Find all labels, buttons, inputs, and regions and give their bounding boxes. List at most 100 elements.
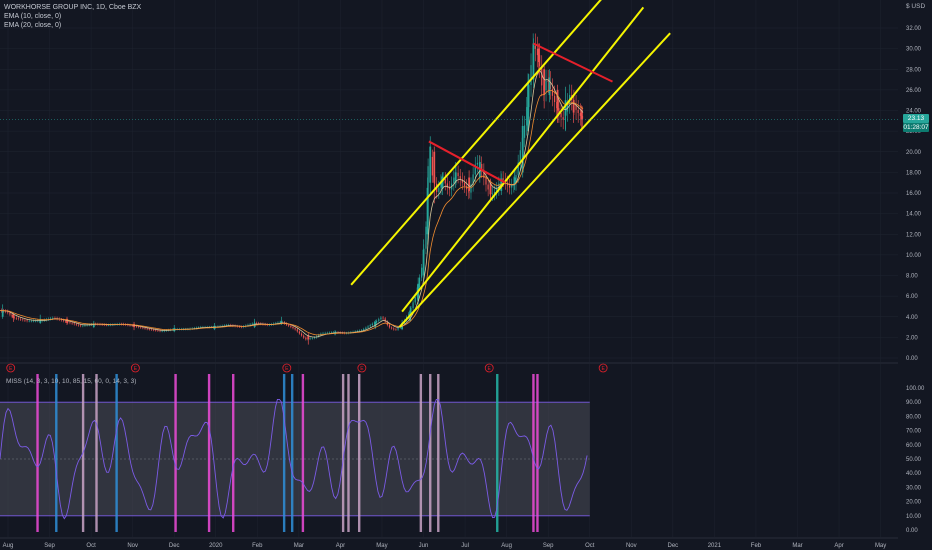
candle-body <box>17 318 20 320</box>
time-tick-label: Feb <box>751 543 762 549</box>
oscillator-tick-label: 90.00 <box>906 400 922 406</box>
candle-body <box>498 183 500 189</box>
resistance-line-2[interactable] <box>533 42 613 83</box>
signal-mark-light <box>347 374 350 532</box>
candle-body <box>523 125 526 138</box>
candle-body <box>50 318 52 320</box>
candle-body <box>426 187 429 235</box>
price-tick-label: 18.00 <box>906 170 922 176</box>
candle-body <box>82 325 84 327</box>
time-tick-label: May <box>875 543 886 549</box>
candle-body <box>558 108 560 114</box>
oscillator-tick-label: 60.00 <box>906 443 922 449</box>
price-tick-label: 14.00 <box>906 212 922 218</box>
candle-body <box>502 178 504 180</box>
time-tick-label: Nov <box>626 543 637 549</box>
candle-body <box>380 317 382 320</box>
signal-mark-light <box>341 374 345 532</box>
candle-body <box>547 81 549 82</box>
earnings-marker-icon[interactable] <box>598 363 608 373</box>
ema-20-label[interactable]: EMA (20, close, 0) <box>4 22 62 29</box>
candle-body <box>472 174 474 185</box>
symbol-title[interactable]: WORKHORSE GROUP INC, 1D, Cboe BZX <box>4 4 142 11</box>
candle-body <box>414 296 416 303</box>
candle-body <box>333 332 335 333</box>
earnings-marker-icon[interactable] <box>357 363 367 373</box>
candle-body <box>384 318 386 322</box>
candle-body <box>489 182 492 195</box>
candle-body <box>536 48 539 56</box>
candle-body <box>105 324 108 326</box>
candle-body <box>371 323 373 326</box>
candle-body <box>255 323 258 324</box>
candle-body <box>572 100 575 113</box>
earnings-marker-icon[interactable] <box>282 363 292 373</box>
oscillator-tick-label: 40.00 <box>906 471 922 477</box>
candle-body <box>541 66 543 86</box>
signal-mark-blue <box>115 374 118 532</box>
candle-body <box>391 327 393 329</box>
candle-body <box>296 329 298 332</box>
candle-body <box>200 327 202 328</box>
candle-body <box>71 322 73 324</box>
candle-body <box>247 325 249 326</box>
candle-body <box>474 164 476 175</box>
signal-mark-teal <box>496 374 499 532</box>
candle-body <box>527 81 529 132</box>
resistance-line-1[interactable] <box>428 140 506 184</box>
time-tick-label: Oct <box>86 543 96 549</box>
candle-body <box>548 77 551 96</box>
candle-body <box>15 317 17 319</box>
last-price-tag: 23.13 <box>903 114 929 123</box>
candle-body <box>7 311 9 313</box>
candle-body <box>150 329 153 331</box>
candle-body <box>35 320 37 322</box>
price-tick-label: 20.00 <box>906 150 922 156</box>
candle-body <box>513 177 516 185</box>
overbought-oversold-band <box>0 402 590 516</box>
oscillator-tick-label: 30.00 <box>906 485 922 491</box>
candle-body <box>225 325 228 326</box>
channel-line-3[interactable] <box>398 32 671 328</box>
indicator-label[interactable]: MISS (14, 3, 3, 10, 10, 85, 15, 60, 0, 1… <box>6 378 137 385</box>
candle-body <box>493 191 496 194</box>
candle-body <box>448 187 451 190</box>
candle-body <box>470 184 472 193</box>
time-tick-label: Dec <box>668 543 679 549</box>
candle-body <box>483 170 485 179</box>
candle-body <box>532 43 535 80</box>
time-tick-label: Dec <box>169 543 180 549</box>
channel-line-2[interactable] <box>401 6 645 313</box>
time-tick-label: Apr <box>336 543 345 549</box>
candle-body <box>280 320 283 324</box>
currency-label[interactable]: $ USD <box>906 3 926 10</box>
price-tick-label: 32.00 <box>906 26 922 32</box>
candle-body <box>485 178 487 185</box>
candle-body <box>137 326 140 328</box>
earnings-marker-icon[interactable] <box>6 363 16 373</box>
countdown-tag: 01:28:07 <box>903 123 929 132</box>
trend-drawings[interactable] <box>350 0 671 328</box>
candle-body <box>26 320 28 322</box>
earnings-marker-icon[interactable] <box>130 363 140 373</box>
candle-body <box>309 338 311 340</box>
candle-body <box>418 277 421 288</box>
candle-body <box>577 109 579 114</box>
candle-body <box>288 324 290 326</box>
candle-body <box>446 183 448 188</box>
channel-line-1[interactable] <box>350 0 603 286</box>
time-tick-label: Jun <box>419 543 429 549</box>
candle-body <box>52 317 54 319</box>
candle-body <box>28 320 30 322</box>
candle-body <box>30 320 32 322</box>
candle-body <box>77 324 80 326</box>
candle-body <box>65 320 67 322</box>
candle-body <box>491 193 494 195</box>
earnings-marker-icon[interactable] <box>484 363 494 373</box>
candle-body <box>129 325 131 326</box>
candle-body <box>429 146 432 183</box>
signal-mark-pink <box>36 374 39 532</box>
ema-10-label[interactable]: EMA (10, close, 0) <box>4 13 62 20</box>
candle-body <box>356 331 358 332</box>
